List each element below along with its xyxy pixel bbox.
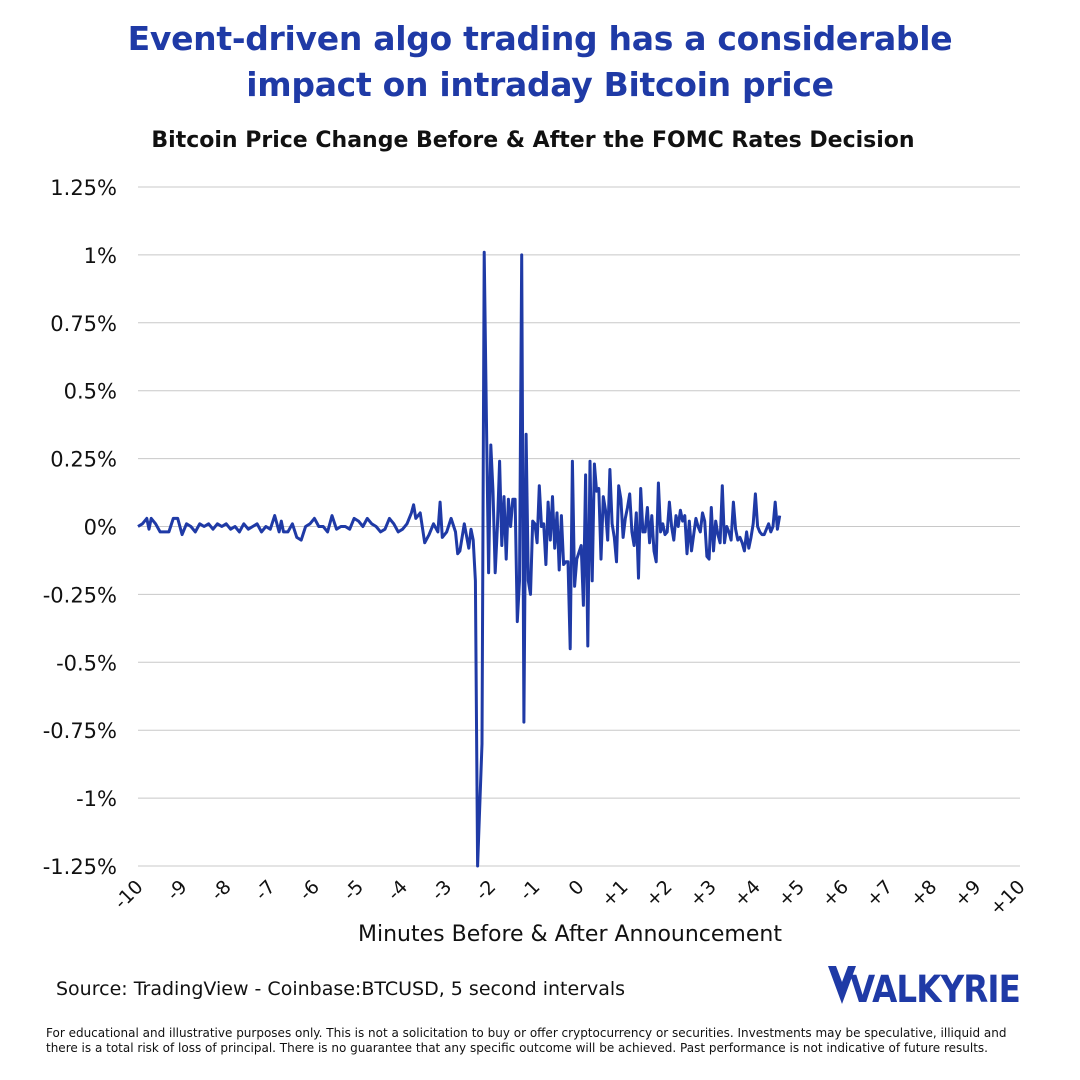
y-axis-ticks: 1.25% 1% 0.75% 0.5% 0.25% 0% -0.25% -0.5% -0.75%… [43,176,117,879]
x-tick-label: -9 [163,876,192,905]
x-tick-label: -8 [207,876,236,905]
x-tick-label: -5 [339,876,368,905]
y-tick-label: 0.75% [50,312,117,336]
x-tick-label: +10 [986,876,1030,920]
x-tick-label: +9 [950,876,985,911]
x-tick-label: -2 [471,876,500,905]
y-tick-label: 0.25% [50,448,117,472]
y-tick-label: -1% [76,787,117,811]
x-tick-label: +3 [685,876,720,911]
x-tick-label: -3 [427,876,456,905]
chart-title: Bitcoin Price Change Before & After the … [151,128,915,153]
y-tick-label: 0% [84,516,117,540]
valkyrie-logo: VALKYRIE [828,966,1021,1008]
headline-line-1: Event-driven algo trading has a consider… [127,19,953,58]
y-tick-label: -0.25% [43,583,117,607]
y-tick-label: 1.25% [50,176,117,200]
x-tick-label: 0 [564,876,588,900]
x-tick-label: +4 [730,876,765,911]
y-tick-label: -0.75% [43,719,117,743]
headline-line-2: impact on intraday Bitcoin price [246,65,834,104]
x-tick-label: +6 [818,876,853,911]
y-tick-label: -0.5% [56,651,117,675]
disclaimer: For educational and illustrative purpose… [46,1026,1046,1056]
x-tick-label: -4 [383,876,412,905]
x-tick-label: -10 [110,876,148,914]
x-tick-label: +8 [906,876,941,911]
x-axis-ticks: -10 -9 -8 -7 -6 -5 -4 -3 -2 -1 0 +1 +2 +3 +4 +5 +6 +7 +8 +9… [110,876,1030,920]
x-tick-label: +1 [597,876,632,911]
x-tick-label: -1 [515,876,544,905]
series-line [137,250,782,868]
y-tick-label: -1.25% [43,855,117,879]
headline: Event-driven algo trading has a consider… [0,16,1080,108]
y-tick-label: 1% [84,244,117,268]
source-note: Source: TradingView - Coinbase:BTCUSD, 5… [56,978,626,1000]
x-tick-label: +7 [862,876,897,911]
y-tick-label: 0.5% [64,380,117,404]
x-tick-label: +5 [774,876,809,911]
disclaimer-line-1: For educational and illustrative purpose… [46,1026,1007,1040]
line-chart: 1.25% 1% 0.75% 0.5% 0.25% 0% -0.25% -0.5% -0.75%… [43,176,1030,920]
disclaimer-line-2: there is a total risk of loss of princip… [46,1041,988,1055]
x-tick-label: -6 [295,876,324,905]
chart-grid [138,186,1020,867]
x-tick-label: -7 [251,876,280,905]
logo-v-mark [828,966,856,1004]
logo-wordmark: VALKYRIE [850,968,1020,1008]
x-axis-label: Minutes Before & After Announcement [358,922,782,947]
x-tick-label: +2 [641,876,676,911]
